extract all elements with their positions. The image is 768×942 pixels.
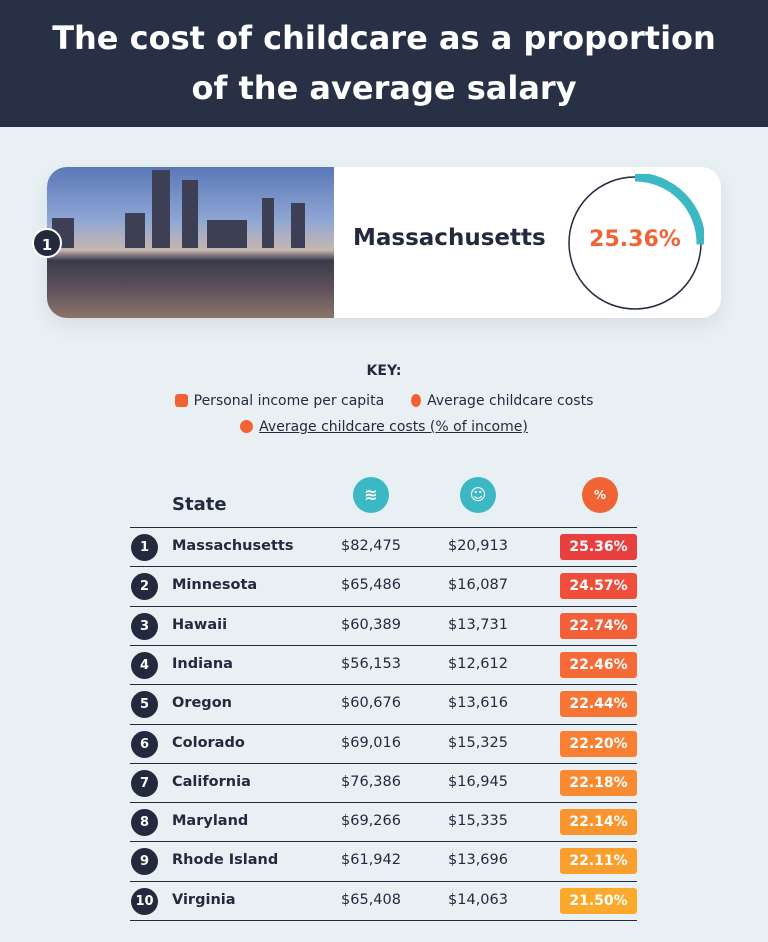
state-name: Minnesota [172,577,258,594]
percent-ring [568,174,704,310]
rank-badge: 1 [131,534,158,561]
state-name: Massachusetts [172,538,294,554]
childcare-value: $13,616 [448,695,508,712]
childcare-value: $12,612 [448,655,508,672]
table-row: 8 Maryland $69,266 $15,335 22.14% [130,802,637,841]
rank-badge: 5 [131,691,158,719]
table-row: 9 Rhode Island $61,942 $13,696 22.11% [130,841,637,880]
highlight-percent: 25.36% [589,227,681,252]
table-row: 5 Oregon $60,676 $13,616 22.44% [130,684,637,723]
income-value: $76,386 [341,773,401,790]
rank-badge: 10 [131,887,158,915]
highlight-rank: 1 [32,228,62,258]
income-value: $61,942 [341,852,401,869]
baby-icon [411,394,422,407]
state-name: Hawaii [172,616,228,633]
title-banner: The cost of childcare as a proportion of… [0,0,768,127]
highlight-state: Massachusetts [353,225,546,251]
childcare-value: $13,696 [448,852,508,869]
childcare-value: $16,087 [448,577,508,594]
state-name: Oregon [172,695,232,712]
income-value: $60,389 [341,616,401,633]
table-row: 10 Virginia $65,408 $14,063 21.50% [130,880,637,920]
table-row: 4 Indiana $56,153 $12,612 22.46% [130,644,637,684]
income-value: $69,016 [341,734,401,751]
state-name: Rhode Island [172,852,279,869]
percent-badge: 22.74% [560,612,637,639]
boston-skyline-photo [47,167,334,318]
income-value: $69,266 [341,813,401,830]
table-row: 2 Minnesota $65,486 $16,087 24.57% [130,566,637,605]
state-name: Colorado [172,734,245,751]
state-name: Virginia [172,891,236,908]
table-row: 6 Colorado $69,016 $15,325 22.20% [130,723,637,763]
key-row-1: Personal income per capita Average child… [0,393,768,409]
state-name: Indiana [172,655,233,672]
childcare-value: $13,731 [448,616,508,633]
title-line-1: The cost of childcare as a proportion [52,19,716,57]
table-row: 1 Massachusetts $82,475 $20,913 25.36% [130,527,637,566]
key-label-income: Personal income per capita [193,393,385,409]
percent-badge: 25.36% [560,534,637,560]
childcare-value: $20,913 [448,538,508,554]
income-value: $65,408 [341,891,401,908]
percent-badge-icon: % [582,477,618,513]
percent-badge: 22.46% [560,651,637,678]
income-value: $82,475 [341,538,401,554]
income-value: $65,486 [341,577,401,594]
percent-badge: 22.14% [560,809,637,836]
state-name: California [172,773,251,790]
column-header-state: State [172,494,227,515]
childcare-value: $15,335 [448,813,508,830]
rank-badge: 3 [131,612,158,640]
percent-badge: 21.50% [560,887,637,914]
income-value: $60,676 [341,695,401,712]
percent-badge: 22.20% [560,730,637,757]
income-value: $56,153 [341,655,401,672]
table-row: 7 California $76,386 $16,945 22.18% [130,762,637,802]
title-line-2: of the average salary [191,69,577,107]
percent-badge: 24.57% [560,573,637,600]
highlight-card: Massachusetts 25.36% [47,167,721,318]
table-row: 3 Hawaii $60,389 $13,731 22.74% [130,605,637,645]
baby-icon: ☺ [460,477,496,513]
state-name: Maryland [172,813,249,830]
rank-badge: 4 [131,651,158,679]
childcare-value: $15,325 [448,734,508,751]
rank-badge: 8 [131,809,158,837]
percent-badge: 22.44% [560,691,637,718]
coins-icon: ≋ [353,477,389,513]
rank-badge: 6 [131,730,158,758]
rank-badge: 2 [131,573,158,601]
percent-badge-icon [240,420,254,433]
percent-badge: 22.11% [560,848,637,875]
percent-badge: 22.18% [560,769,637,796]
key-label-childcare: Average childcare costs [427,393,594,409]
rank-badge: 9 [131,848,158,876]
key-heading: KEY: [366,363,402,379]
coins-icon [174,394,188,407]
table-bottom-rule [130,920,637,921]
rank-badge: 7 [131,769,158,797]
key-row-2: Average childcare costs (% of income) [0,419,768,435]
childcare-value: $14,063 [448,891,508,908]
childcare-value: $16,945 [448,773,508,790]
key-label-percent: Average childcare costs (% of income) [259,419,528,435]
